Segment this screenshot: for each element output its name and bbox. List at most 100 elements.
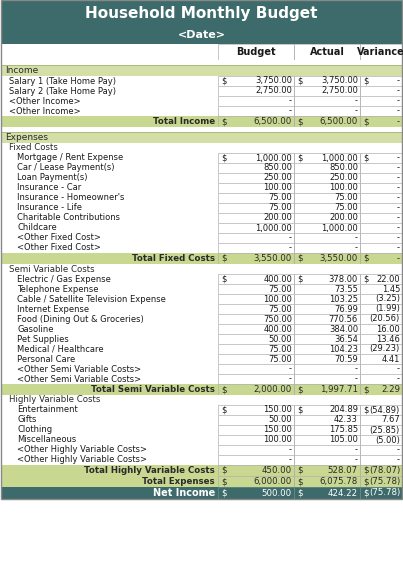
Text: 75.00: 75.00 xyxy=(268,305,292,313)
Text: $: $ xyxy=(297,254,303,263)
Text: Personal Care: Personal Care xyxy=(17,355,75,363)
Bar xyxy=(360,435,402,445)
Bar xyxy=(218,455,294,465)
Bar xyxy=(1,65,402,76)
Bar xyxy=(360,253,402,264)
Text: 100.00: 100.00 xyxy=(263,294,292,304)
Text: 250.00: 250.00 xyxy=(329,174,358,182)
Text: <Other Semi Variable Costs>: <Other Semi Variable Costs> xyxy=(17,365,141,374)
Text: 175.85: 175.85 xyxy=(329,426,358,435)
Text: $: $ xyxy=(221,489,226,497)
Bar xyxy=(218,106,294,116)
Text: Total Fixed Costs: Total Fixed Costs xyxy=(132,254,215,263)
Text: $: $ xyxy=(363,254,368,263)
Bar xyxy=(1,425,402,435)
Text: 73.55: 73.55 xyxy=(334,285,358,293)
Text: 75.00: 75.00 xyxy=(268,344,292,354)
Text: 36.54: 36.54 xyxy=(334,335,358,343)
Text: Childcare: Childcare xyxy=(17,224,57,232)
Text: -: - xyxy=(355,243,358,252)
Bar xyxy=(360,487,402,499)
Bar xyxy=(360,193,402,203)
Text: 2,000.00: 2,000.00 xyxy=(254,385,292,394)
Bar xyxy=(1,334,402,344)
Text: (3.25): (3.25) xyxy=(375,294,400,304)
Bar xyxy=(218,465,294,476)
Text: Insurance - Life: Insurance - Life xyxy=(17,204,82,213)
Text: $: $ xyxy=(363,274,368,283)
Text: 75.00: 75.00 xyxy=(334,194,358,202)
Text: 100.00: 100.00 xyxy=(329,183,358,193)
Bar xyxy=(1,264,402,274)
Bar xyxy=(1,374,402,384)
Bar xyxy=(1,324,402,334)
Bar xyxy=(294,435,360,445)
Bar xyxy=(1,476,402,487)
Text: 378.00: 378.00 xyxy=(329,274,358,283)
Text: (5.00): (5.00) xyxy=(375,435,400,444)
Bar xyxy=(360,364,402,374)
Bar xyxy=(218,364,294,374)
Text: 450.00: 450.00 xyxy=(262,466,292,475)
Text: 6,500.00: 6,500.00 xyxy=(254,117,292,126)
Text: $: $ xyxy=(221,76,226,86)
Bar xyxy=(1,76,402,86)
Bar xyxy=(1,314,402,324)
Bar xyxy=(218,203,294,213)
Bar xyxy=(1,0,402,499)
Text: $: $ xyxy=(363,76,368,86)
Text: -: - xyxy=(289,374,292,384)
Text: -: - xyxy=(397,117,400,126)
Text: 75.00: 75.00 xyxy=(268,194,292,202)
Text: -: - xyxy=(397,213,400,223)
Bar xyxy=(1,132,402,143)
Bar xyxy=(218,284,294,294)
Text: -: - xyxy=(397,97,400,105)
Text: 6,075.78: 6,075.78 xyxy=(320,477,358,486)
Text: Gifts: Gifts xyxy=(17,416,36,424)
Bar xyxy=(1,274,402,284)
Text: Household Monthly Budget: Household Monthly Budget xyxy=(85,6,318,21)
Bar xyxy=(294,76,360,86)
Bar xyxy=(218,435,294,445)
Bar xyxy=(218,405,294,415)
Text: Pet Supplies: Pet Supplies xyxy=(17,335,69,343)
Bar xyxy=(294,304,360,314)
Bar xyxy=(1,143,402,153)
Bar xyxy=(360,374,402,384)
Bar xyxy=(294,203,360,213)
Bar xyxy=(294,405,360,415)
Text: Total Expenses: Total Expenses xyxy=(142,477,215,486)
Text: (75.78): (75.78) xyxy=(369,477,400,486)
Text: 1,000.00: 1,000.00 xyxy=(321,224,358,232)
Bar xyxy=(218,233,294,243)
Bar xyxy=(1,405,402,415)
Text: -: - xyxy=(397,455,400,465)
Text: $: $ xyxy=(221,254,226,263)
Text: <Other Income>: <Other Income> xyxy=(9,97,81,105)
Bar xyxy=(360,354,402,364)
Text: -: - xyxy=(355,365,358,374)
Text: -: - xyxy=(397,174,400,182)
Bar xyxy=(360,203,402,213)
Text: -: - xyxy=(397,254,400,263)
Bar xyxy=(1,487,402,499)
Text: Loan Payment(s): Loan Payment(s) xyxy=(17,174,87,182)
Text: Gasoline: Gasoline xyxy=(17,324,54,333)
Bar xyxy=(360,334,402,344)
Bar xyxy=(218,223,294,233)
Bar xyxy=(1,344,402,354)
Text: (75.78): (75.78) xyxy=(369,489,400,497)
Text: 3,750.00: 3,750.00 xyxy=(321,76,358,86)
Bar xyxy=(360,213,402,223)
Bar xyxy=(1,213,402,223)
Bar xyxy=(294,153,360,163)
Text: 13.46: 13.46 xyxy=(376,335,400,343)
Text: 3,550.00: 3,550.00 xyxy=(254,254,292,263)
Text: $: $ xyxy=(363,405,368,415)
Text: -: - xyxy=(289,446,292,454)
Bar xyxy=(294,324,360,334)
Bar xyxy=(294,116,360,127)
Text: Internet Expense: Internet Expense xyxy=(17,305,89,313)
Text: -: - xyxy=(289,455,292,465)
